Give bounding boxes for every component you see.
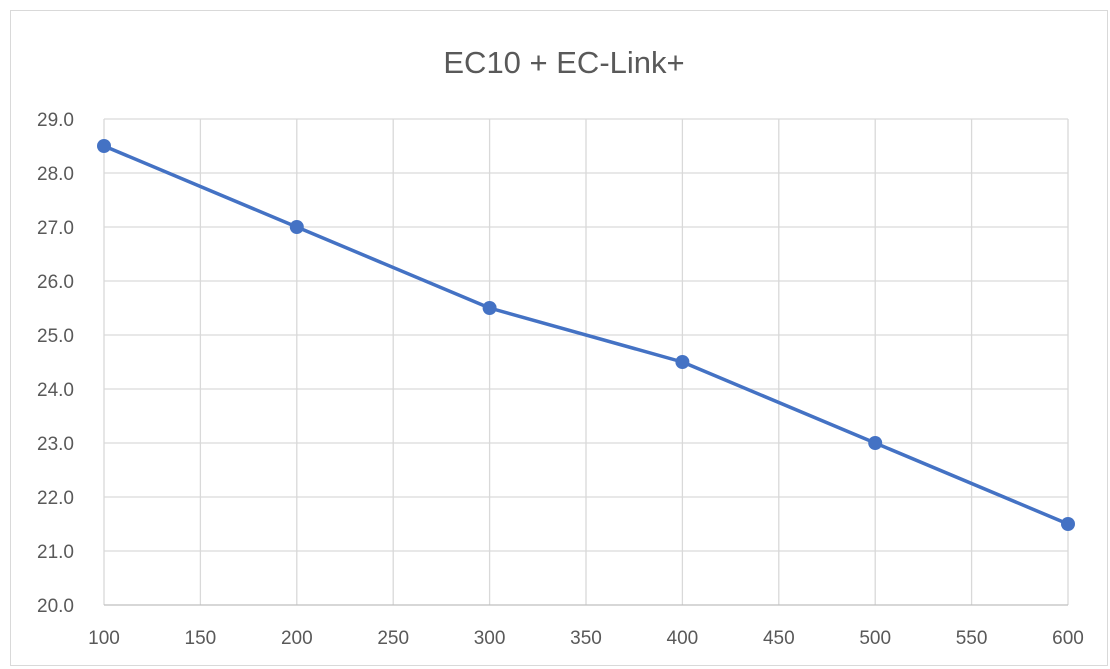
x-tick-label: 100: [88, 628, 120, 649]
x-tick-label: 200: [281, 628, 313, 649]
chart-title: EC10 + EC-Link+: [443, 45, 684, 80]
data-point: [289, 220, 304, 234]
y-tick-label: 21.0: [37, 542, 74, 563]
y-tick-label: 25.0: [37, 326, 74, 347]
x-tick-label: 400: [667, 628, 699, 649]
x-tick-label: 600: [1052, 628, 1084, 649]
y-tick-label: 23.0: [37, 434, 74, 455]
data-point: [482, 301, 497, 315]
y-tick-label: 26.0: [37, 272, 74, 293]
x-tick-label: 500: [859, 628, 891, 649]
y-tick-label: 20.0: [37, 596, 74, 617]
grid-lines: [103, 118, 1069, 605]
y-tick-label: 27.0: [37, 218, 74, 239]
y-tick-label: 28.0: [37, 164, 74, 185]
x-tick-label: 350: [570, 628, 602, 649]
y-tick-label: 29.0: [37, 110, 74, 131]
x-tick-label: 300: [474, 628, 506, 649]
y-tick-label: 24.0: [37, 380, 74, 401]
x-tick-labels: 100 150 200 250 300 350 400 450 500 550 600: [88, 628, 1084, 649]
x-tick-label: 550: [956, 628, 988, 649]
x-tick-label: 250: [377, 628, 409, 649]
data-point: [868, 436, 883, 450]
data-point: [675, 355, 690, 369]
series-line: [102, 144, 1070, 526]
y-tick-labels: 20.0 21.0 22.0 23.0 24.0 25.0 26.0 27.0 28.0 29.0: [37, 110, 74, 617]
data-point: [97, 139, 111, 153]
data-point: [1061, 517, 1075, 531]
x-tick-label: 450: [763, 628, 795, 649]
x-tick-label: 150: [185, 628, 217, 649]
series: [97, 139, 1075, 531]
y-tick-label: 22.0: [37, 488, 74, 509]
